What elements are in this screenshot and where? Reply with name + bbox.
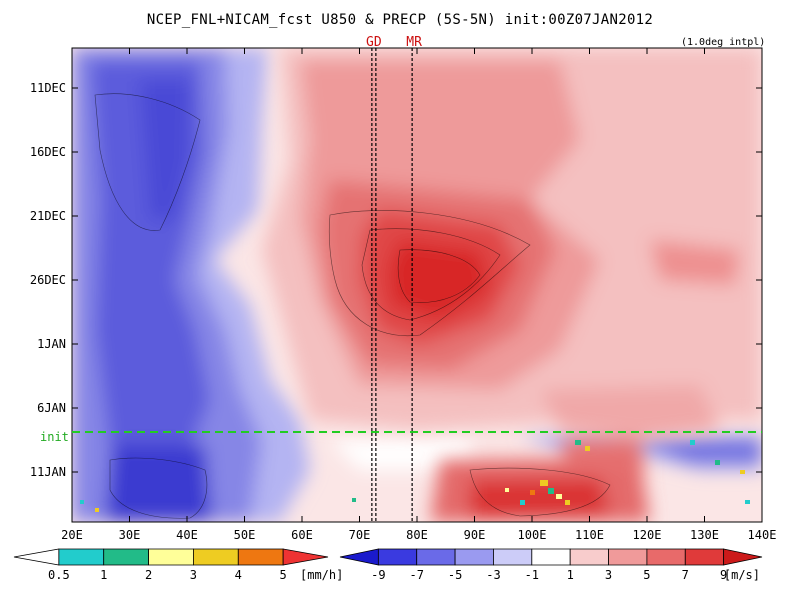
x-tick-label: 50E [234, 528, 256, 542]
y-tick-label: 16DEC [30, 145, 66, 159]
wind-colorbar-segment [339, 548, 379, 566]
wind-field [72, 48, 762, 522]
precip-colorbar-segment [282, 548, 329, 566]
chart-title: NCEP_FNL+NICAM_fcst U850 & PRECP (5S-5N)… [146, 12, 654, 28]
wind-colorbar-segment [454, 548, 494, 566]
x-tick-label: 70E [349, 528, 371, 542]
init-label: init [40, 430, 69, 444]
wind-colorbar-segment [723, 548, 763, 566]
wind-colorbar-label: -3 [486, 568, 500, 582]
wind-colorbar-segment [646, 548, 686, 566]
precip-colorbar-segment [148, 548, 194, 566]
precip-colorbar-segment [13, 548, 60, 566]
precip-colorbar-label: 5 [280, 568, 287, 582]
wind-colorbar-segment [569, 548, 609, 566]
wind-colorbar-label: 7 [682, 568, 689, 582]
y-tick-label: 11JAN [30, 465, 66, 479]
wind-colorbar: -9 -7 -5 -3 -1 1 3 5 7 9[m/s] [339, 548, 763, 582]
y-tick-label: 6JAN [37, 401, 66, 415]
wind-colorbar-label: -5 [448, 568, 462, 582]
wind-colorbar-segment [377, 548, 418, 566]
wind-colorbar-label: 3 [605, 568, 612, 582]
y-tick-label: 21DEC [30, 209, 66, 223]
x-tick-label: 80E [406, 528, 428, 542]
wind-colorbar-unit: [m/s] [724, 568, 760, 582]
precip-colorbar-unit: [mm/h] [300, 568, 343, 582]
precip-colorbar-label: 3 [190, 568, 197, 582]
precip-colorbar-label: 0.5 [48, 568, 70, 582]
x-tick-label: 140E [748, 528, 777, 542]
wind-colorbar-label: -1 [525, 568, 539, 582]
location-markers: GD MR [366, 35, 422, 522]
precip-colorbar-label: 1 [100, 568, 107, 582]
y-tick-label: 26DEC [30, 273, 66, 287]
wind-colorbar-segment [684, 548, 725, 566]
x-tick-label: 20E [61, 528, 83, 542]
y-tick-label: 1JAN [37, 337, 66, 351]
x-tick-label: 100E [518, 528, 547, 542]
wind-colorbar-label: -7 [410, 568, 424, 582]
x-tick-label: 40E [176, 528, 198, 542]
x-tick-label: 110E [575, 528, 604, 542]
precip-colorbar-label: 2 [145, 568, 152, 582]
wind-colorbar-label: 1 [567, 568, 574, 582]
precip-colorbar-segment [103, 548, 149, 566]
wind-colorbar-label: -9 [371, 568, 385, 582]
x-tick-label: 30E [119, 528, 141, 542]
wind-colorbar-segment [531, 548, 571, 566]
x-axis: 20E 30E 40E 50E 60E 70E 80E 90E 100E 110E 120E 130E… [61, 48, 776, 542]
precip-colorbar: 0.5 1 2 3 4 5 [mm/h] [13, 548, 343, 582]
precip-colorbar-segment [237, 548, 284, 566]
x-tick-label: 130E [690, 528, 719, 542]
y-tick-label: 11DEC [30, 81, 66, 95]
wind-colorbar-label: 9 [720, 568, 727, 582]
x-tick-label: 60E [291, 528, 313, 542]
wind-colorbar-segment [493, 548, 533, 566]
chart-subtitle: (1.0deg intpl) [681, 37, 766, 48]
wind-colorbar-label: 5 [643, 568, 650, 582]
wind-colorbar-segment [416, 548, 456, 566]
precip-colorbar-label: 4 [235, 568, 242, 582]
x-tick-label: 120E [633, 528, 662, 542]
marker-label: GD [366, 35, 382, 50]
wind-colorbar-segment [608, 548, 648, 566]
precip-colorbar-segment [58, 548, 105, 566]
x-tick-label: 90E [464, 528, 486, 542]
precip-colorbar-segment [193, 548, 239, 566]
marker-label: MR [406, 35, 422, 50]
y-axis: 11DEC 16DEC 21DEC 26DEC 1JAN 6JAN 11JAN [30, 81, 762, 479]
